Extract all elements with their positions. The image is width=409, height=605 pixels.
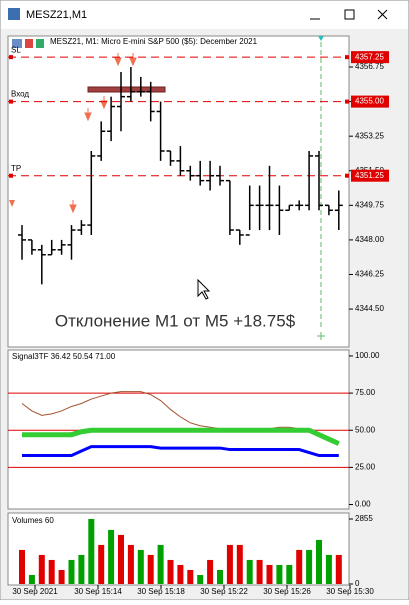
indicator-title: Signal3TF 36.42 50.54 71.00	[12, 352, 116, 361]
volume-bar	[306, 549, 313, 584]
price-tag	[351, 95, 389, 108]
x-tick-label: 30 Sep 15:26	[263, 587, 311, 596]
chart-title: MESZ21, M1: Micro E-mini S&P 500 ($5): D…	[50, 37, 258, 46]
maximize-button[interactable]	[344, 9, 355, 20]
volume-bar	[286, 564, 293, 584]
y-tick-label: 4344.50	[355, 304, 384, 313]
app-icon	[8, 8, 20, 20]
level-handle	[345, 173, 349, 178]
x-tick-label: 30 Sep 15:18	[137, 587, 185, 596]
volume-bar	[58, 569, 65, 584]
y-tick-label: 4348.00	[355, 235, 384, 244]
close-button[interactable]	[377, 9, 388, 20]
x-tick-label: 30 Sep 15:14	[74, 587, 122, 596]
volume-bar	[236, 544, 243, 584]
crosshair-marker	[317, 332, 325, 340]
volume-bar	[197, 574, 204, 584]
y-tick-label: 4356.75	[355, 62, 384, 71]
y-tick-label: 4353.25	[355, 131, 384, 140]
volume-title: Volumes 60	[12, 516, 54, 525]
volume-bar	[137, 549, 144, 584]
volume-bar	[38, 554, 45, 584]
volume-bar	[276, 564, 283, 584]
volume-bar	[98, 544, 105, 584]
price-tag	[351, 169, 389, 182]
volume-bar	[325, 554, 332, 584]
volume-bar	[28, 574, 35, 584]
y-tick-label: 100.00	[355, 351, 380, 360]
volume-bar	[207, 559, 214, 584]
volume-bar	[177, 564, 184, 584]
volume-bar	[108, 529, 115, 584]
volume-bar	[246, 559, 253, 584]
volume-bar	[19, 549, 25, 584]
y-tick-label: 2855	[355, 514, 373, 523]
y-tick-label: 0.00	[355, 500, 371, 509]
down-arrow	[9, 200, 15, 207]
volume-bar	[226, 544, 233, 584]
volume-bar	[88, 518, 95, 584]
price-tag-label: 4355.00	[355, 97, 384, 106]
annotation: Отклонение M1 от M5 +18.75$	[55, 311, 296, 330]
y-tick-label: 75.00	[355, 388, 376, 397]
volume-bar	[127, 544, 134, 584]
volume-bar	[217, 569, 223, 584]
volume-bar	[187, 569, 194, 584]
toolbar-icon	[25, 39, 33, 48]
entry-zone	[87, 86, 166, 93]
price-tag-label: 4357.25	[355, 52, 384, 61]
volume-bar	[78, 554, 85, 584]
y-tick-label: 50.00	[355, 425, 376, 434]
window-title: MESZ21,M1	[26, 9, 87, 21]
level-handle	[345, 55, 349, 60]
level-handle	[9, 99, 13, 104]
volume-bar	[147, 554, 154, 584]
volume-bar	[157, 544, 164, 584]
down-arrow	[69, 200, 77, 214]
volume-bar	[296, 549, 303, 584]
mouse-cursor	[197, 278, 211, 300]
title-bar	[1, 1, 408, 29]
y-tick-label: 0	[355, 579, 360, 588]
volume-bar	[68, 559, 75, 584]
volume-bar	[335, 554, 342, 584]
volume-bar	[118, 534, 124, 584]
down-arrow	[129, 53, 137, 67]
indicator-line	[22, 427, 340, 446]
toolbar-icon	[36, 39, 44, 48]
price-tag-label: 4351.25	[355, 171, 384, 180]
down-arrow	[114, 53, 122, 67]
x-tick-label: 30 Sep 2021	[12, 587, 58, 596]
y-tick-label: 4346.25	[355, 270, 384, 279]
volume-bar	[266, 564, 273, 584]
volume-bar	[48, 559, 55, 584]
level-handle	[345, 99, 349, 104]
y-tick-label: 25.00	[355, 463, 376, 472]
x-tick-label: 30 Sep 15:22	[200, 587, 248, 596]
volume-bar	[316, 539, 322, 584]
level-name: TP	[11, 164, 21, 173]
level-handle	[9, 55, 13, 60]
price-tag	[351, 51, 389, 64]
x-tick-label: 30 Sep 15:30	[326, 587, 374, 596]
shift-marker	[318, 36, 324, 41]
volume-bar	[167, 559, 174, 584]
y-tick-label: 4349.75	[355, 200, 384, 209]
level-name: SL	[11, 45, 21, 54]
level-name: Вход	[11, 90, 29, 99]
toolbar-icon	[12, 39, 22, 48]
volume-bar	[256, 559, 263, 584]
indicator-line	[22, 445, 339, 458]
level-handle	[9, 173, 13, 178]
indicator-line	[21, 391, 339, 443]
price-panel	[7, 35, 350, 348]
down-arrow	[84, 108, 92, 122]
